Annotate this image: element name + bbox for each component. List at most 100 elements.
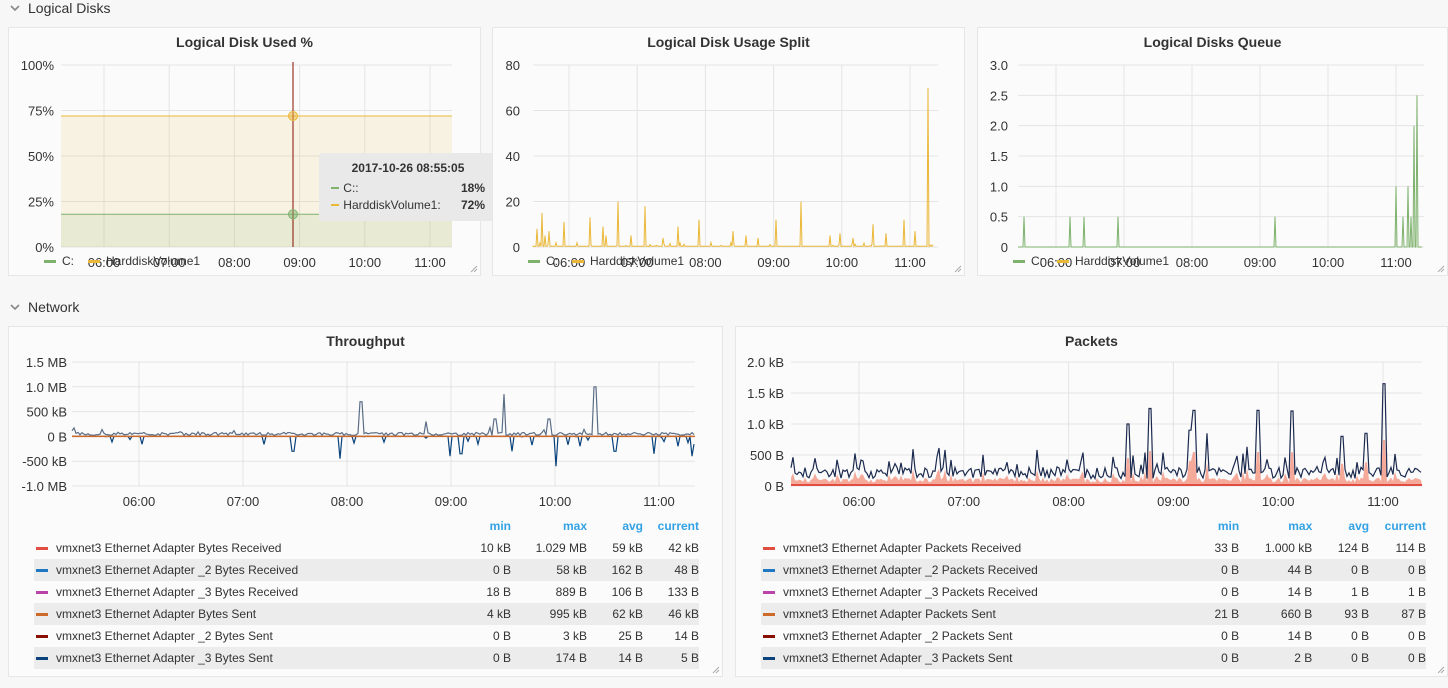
chart-logical-disk-used[interactable]: 0% 25% 50% 75% 100% 06:00 07:00 08:00 09:00 10:00… [9,53,482,273]
column-header-avg[interactable]: avg [622,519,643,533]
column-header-min[interactable]: min [489,519,511,533]
column-header-max[interactable]: max [1288,519,1313,533]
series-label: vmxnet3 Ethernet Adapter _2 Bytes Sent [56,629,273,643]
legend-label: HarddiskVolume1 [1075,254,1170,268]
legend-table-row[interactable]: vmxnet3 Ethernet Adapter Packets Receive… [761,537,1426,559]
legend-table-row[interactable]: vmxnet3 Ethernet Adapter _3 Packets Rece… [761,581,1426,603]
x-tick-label: 06:00 [553,255,586,270]
value-max: 44 B [1239,559,1313,581]
legend-table-row[interactable]: vmxnet3 Ethernet Adapter _3 Bytes Sent 0 … [34,647,699,669]
legend-item-harddiskvolume1[interactable]: HarddiskVolume1 [572,254,684,268]
column-header-current[interactable]: current [657,519,699,533]
series-name[interactable]: vmxnet3 Ethernet Adapter Bytes Received [34,537,449,559]
legend-label: C: [62,254,74,268]
legend-table-row[interactable]: vmxnet3 Ethernet Adapter Bytes Received 1… [34,537,699,559]
series-name[interactable]: vmxnet3 Ethernet Adapter Packets Receive… [761,537,1182,559]
row-header-network[interactable]: Network [0,297,79,317]
value-avg: 93 B [1312,603,1370,625]
legend-item-harddiskvolume1[interactable]: HarddiskVolume1 [88,254,200,268]
series-swatch[interactable] [36,569,48,573]
series-name[interactable]: vmxnet3 Ethernet Adapter _2 Packets Sent [761,625,1182,647]
tooltip-row: HarddiskVolume1: 72% [331,198,485,212]
panel-title[interactable]: Logical Disk Usage Split [647,34,810,50]
panel-title[interactable]: Packets [1065,333,1118,349]
resize-handle-icon[interactable] [1435,664,1445,674]
x-tick-label: 11:00 [1367,494,1399,509]
legend-item-c[interactable]: C: [44,254,74,268]
series-name[interactable]: vmxnet3 Ethernet Adapter _3 Bytes Sent [34,647,449,669]
series-swatch[interactable] [36,613,48,617]
chart-packets[interactable]: 0 B 500 B 1.0 kB 1.5 kB 2.0 kB 06:00 07:00 08:0… [736,352,1448,537]
legend-table-row[interactable]: vmxnet3 Ethernet Adapter Bytes Sent 4 kB 9… [34,603,699,625]
value-min: 0 B [1182,559,1240,581]
series-swatch[interactable] [36,547,48,551]
value-max: 660 B [1239,603,1313,625]
row-title: Logical Disks [28,0,111,16]
value-min: 0 B [492,629,511,643]
series-label: vmxnet3 Ethernet Adapter Packets Sent [783,607,996,621]
series-label: vmxnet3 Ethernet Adapter Bytes Received [56,541,282,555]
y-tick-label: 0 B [47,429,67,444]
resize-handle-icon[interactable] [1435,263,1445,273]
series-name[interactable]: vmxnet3 Ethernet Adapter _2 Bytes Sent [34,625,449,647]
series-name[interactable]: vmxnet3 Ethernet Adapter _3 Packets Sent [761,647,1183,669]
legend-item-c[interactable]: C: [1013,254,1043,268]
series-swatch[interactable] [36,657,48,661]
series-swatch[interactable] [763,547,775,551]
series-swatch[interactable] [763,657,775,661]
legend-swatch [88,259,100,263]
series-name[interactable]: vmxnet3 Ethernet Adapter _3 Packets Rece… [761,581,1182,603]
panel-title[interactable]: Logical Disks Queue [1143,34,1282,50]
chart-throughput[interactable]: -1.0 MB -500 kB 0 B 500 kB 1.0 MB 1.5 MB 06:00… [9,352,724,537]
legend-item-c[interactable]: C: [528,254,558,268]
series-name[interactable]: vmxnet3 Ethernet Adapter Packets Sent [761,603,1183,625]
legend: C: HarddiskVolume1 [44,254,214,268]
resize-handle-icon[interactable] [952,263,962,273]
legend-table-row[interactable]: vmxnet3 Ethernet Adapter _3 Packets Sent… [761,647,1426,669]
resize-handle-icon[interactable] [710,664,720,674]
legend-table-row[interactable]: vmxnet3 Ethernet Adapter _2 Packets Sent… [761,625,1426,647]
x-tick-label: 10:00 [1262,494,1295,509]
x-tick-label: 06:00 [88,255,121,270]
series-name[interactable]: vmxnet3 Ethernet Adapter _2 Packets Rece… [761,559,1183,581]
row-header-logical-disks[interactable]: Logical Disks [0,0,110,18]
legend-table-row[interactable]: vmxnet3 Ethernet Adapter _2 Bytes Receiv… [34,559,699,581]
value-avg: 25 B [618,629,643,643]
value-current: 0 B [1407,629,1426,643]
y-tick-label: 0 [1001,240,1008,255]
panel-title[interactable]: Throughput [326,333,405,349]
tooltip-series-value: 18% [460,181,485,195]
y-tick-label: 80 [506,58,520,73]
x-tick-label: 07:00 [621,255,654,270]
panel-title[interactable]: Logical Disk Used % [176,34,313,50]
series-swatch[interactable] [763,591,775,595]
series-name[interactable]: vmxnet3 Ethernet Adapter Bytes Sent [34,603,449,625]
column-header-avg[interactable]: avg [1348,519,1370,533]
x-tick-label: 08:00 [689,255,722,270]
legend-table-row[interactable]: vmxnet3 Ethernet Adapter Packets Sent 21 … [761,603,1426,625]
series-swatch[interactable] [763,613,775,617]
resize-handle-icon[interactable] [468,263,478,273]
x-tick-label: 11:00 [1380,255,1412,270]
column-header-max[interactable]: max [562,519,587,533]
series-swatch[interactable] [763,569,775,573]
series-label: vmxnet3 Ethernet Adapter Packets Receive… [783,541,1022,555]
x-tick-label: 09:00 [1157,494,1190,509]
legend-table-row[interactable]: vmxnet3 Ethernet Adapter _2 Packets Rece… [761,559,1426,581]
legend-item-harddiskvolume1[interactable]: HarddiskVolume1 [1057,254,1169,268]
legend-table-row[interactable]: vmxnet3 Ethernet Adapter _3 Bytes Receiv… [34,581,699,603]
x-tick-label: 10:00 [349,255,382,270]
series-name[interactable]: vmxnet3 Ethernet Adapter _3 Bytes Receiv… [34,581,449,603]
column-header-min[interactable]: min [1217,519,1240,533]
series-label: vmxnet3 Ethernet Adapter Bytes Sent [56,607,257,621]
series-swatch[interactable] [763,635,775,639]
chart-logical-disk-usage-split[interactable]: 0 20 40 60 80 06:00 07:00 08:00 09:00 10:00 11:00 [493,53,966,273]
series-swatch[interactable] [36,591,48,595]
series-label: vmxnet3 Ethernet Adapter _3 Packets Sent [783,651,1013,665]
legend-table-row[interactable]: vmxnet3 Ethernet Adapter _2 Bytes Sent 0 … [34,625,699,647]
series-swatch[interactable] [36,635,48,639]
column-header-current[interactable]: current [1384,519,1426,533]
series-name[interactable]: vmxnet3 Ethernet Adapter _2 Bytes Receiv… [34,559,449,581]
x-tick-label: 08:00 [218,255,251,270]
chart-logical-disks-queue[interactable]: 0 0.5 1.0 1.5 2.0 2.5 3.0 06:00 07:00 08:00 09:00 1… [978,53,1448,273]
